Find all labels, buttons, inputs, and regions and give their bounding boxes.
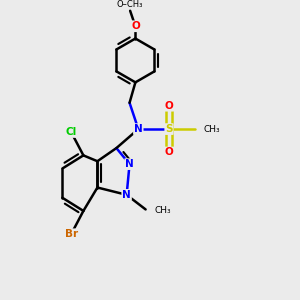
Text: O: O: [131, 21, 140, 31]
Text: CH₃: CH₃: [155, 206, 172, 215]
Text: N: N: [134, 124, 143, 134]
Text: N: N: [125, 159, 134, 169]
Text: N: N: [122, 190, 131, 200]
Text: CH₃: CH₃: [203, 124, 220, 134]
Text: O: O: [165, 101, 173, 111]
Text: O–CH₃: O–CH₃: [117, 0, 143, 9]
Text: S: S: [165, 124, 173, 134]
Text: Cl: Cl: [65, 127, 77, 137]
Text: O: O: [165, 148, 173, 158]
Text: Br: Br: [64, 229, 78, 239]
